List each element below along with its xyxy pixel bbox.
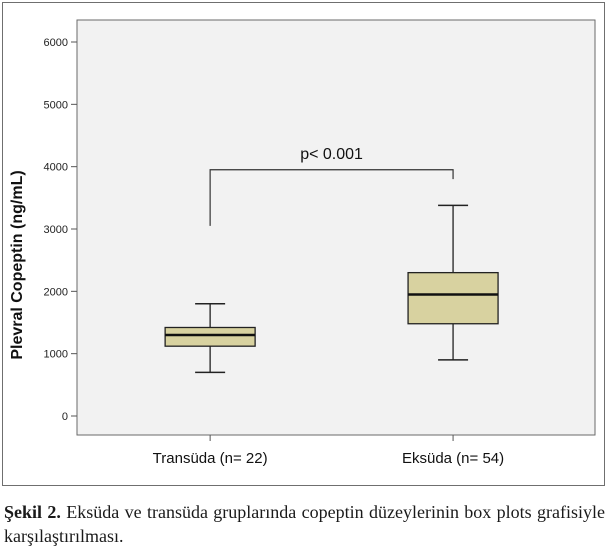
x-category-label: Transüda (n= 22): [153, 450, 268, 467]
box-plot-chart: 0 1000 2000 3000 4000 5000 6000 p< 0.001 Trans…: [9, 19, 596, 467]
y-axis-label: Plevral Copeptin (ng/mL): [9, 170, 26, 359]
y-tick-label: 0: [62, 411, 68, 423]
plot-area: [76, 19, 596, 436]
y-tick-label: 3000: [44, 224, 68, 236]
figure-caption: Şekil 2. Eksüda ve transüda gruplarında …: [4, 500, 605, 548]
y-tick-label: 6000: [44, 37, 68, 49]
y-tick-label: 1000: [44, 349, 68, 361]
iqr-box: [407, 271, 499, 325]
y-tick-label: 4000: [44, 162, 68, 174]
x-category-label: Eksüda (n= 54): [402, 450, 504, 467]
y-tick-label: 5000: [44, 99, 68, 111]
iqr-box: [164, 326, 256, 347]
y-tick-label: 2000: [44, 286, 68, 298]
caption-label: Şekil 2.: [4, 502, 61, 522]
box-group-2: [407, 204, 499, 361]
caption-text: Eksüda ve transüda gruplarında copeptin …: [4, 502, 606, 546]
significance-bracket: [209, 169, 454, 226]
box-group-1: [164, 303, 256, 374]
p-value-label: p< 0.001: [300, 146, 363, 163]
